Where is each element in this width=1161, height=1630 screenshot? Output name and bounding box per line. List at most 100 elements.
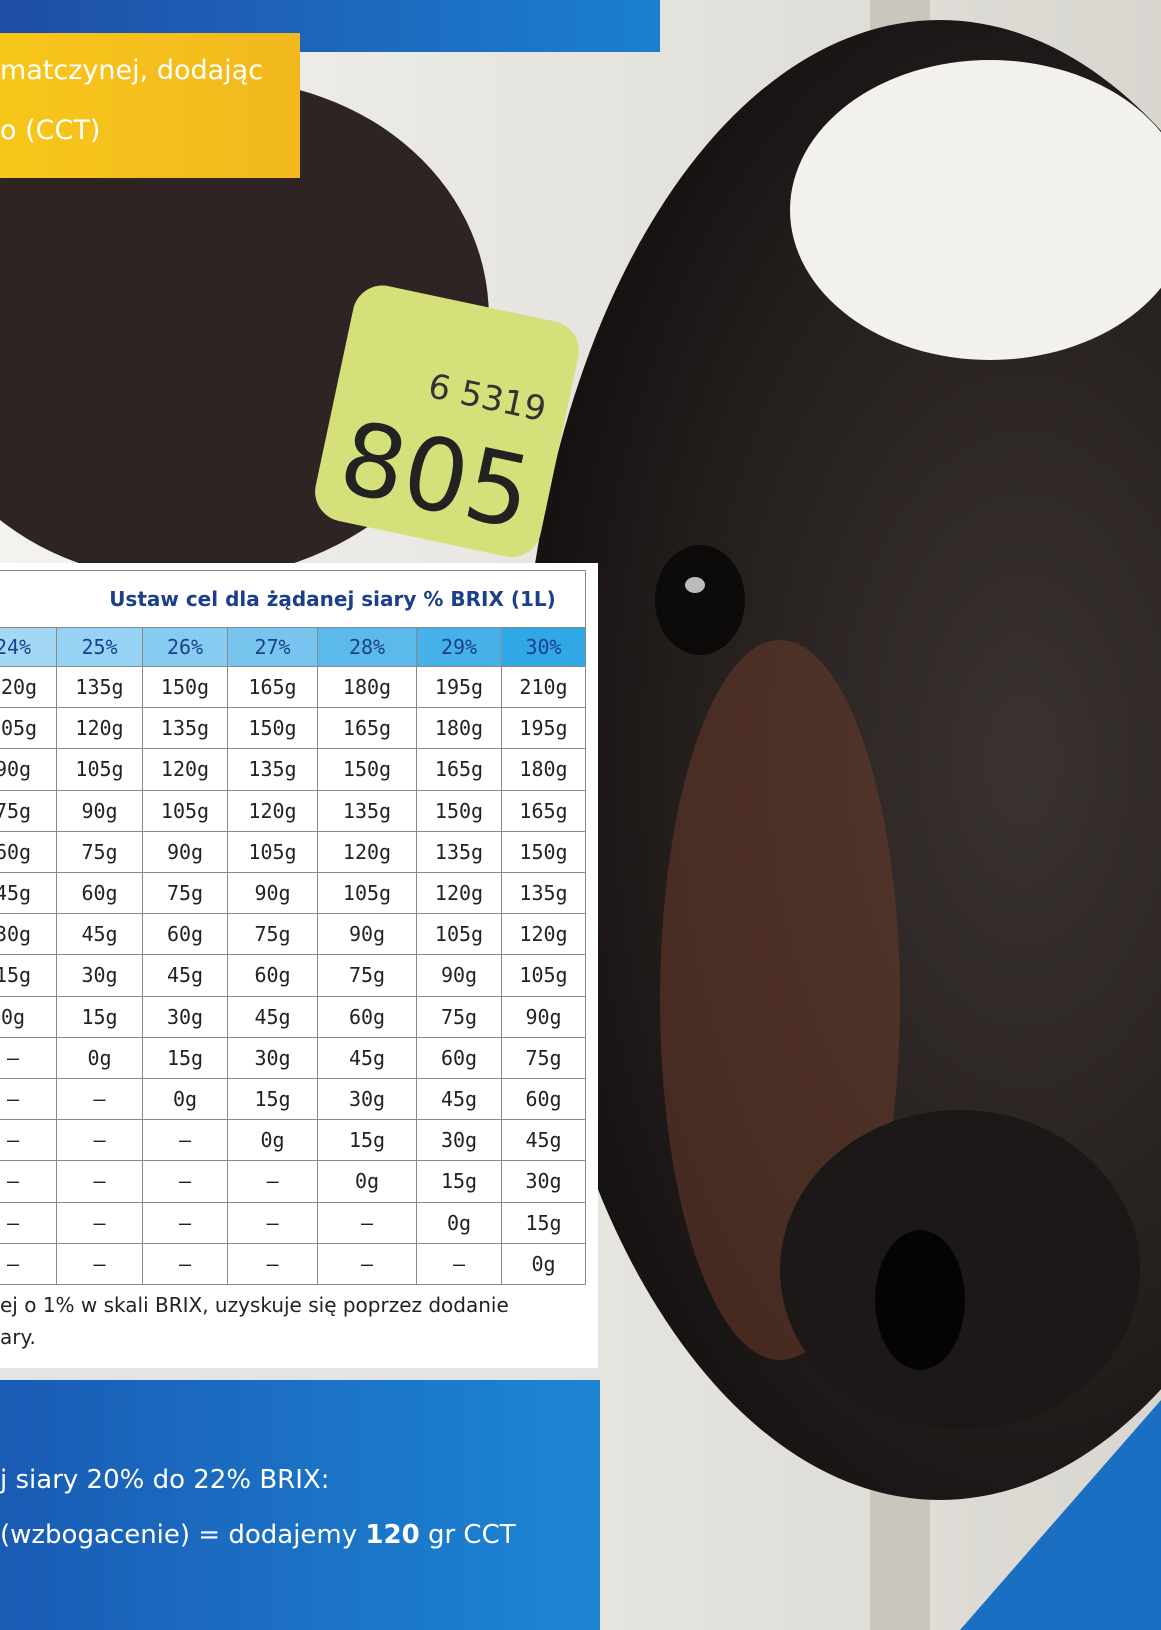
example-panel: j siary 20% do 22% BRIX: (wzbogacenie) =… bbox=[0, 1380, 600, 1630]
table-cell: 45g bbox=[318, 1038, 417, 1079]
table-cell: 120g bbox=[502, 914, 586, 955]
table-cell: – bbox=[228, 1203, 318, 1244]
table-cell: 75g bbox=[0, 791, 57, 832]
table-cell: 75g bbox=[57, 832, 143, 873]
table-cell: 105g bbox=[318, 873, 417, 914]
table-cell: 90g bbox=[143, 832, 228, 873]
table-cell: 0g bbox=[228, 1120, 318, 1161]
table-cell: 60g bbox=[228, 955, 318, 996]
column-header: 24% bbox=[0, 628, 57, 667]
table-cell: 30g bbox=[57, 955, 143, 996]
table-cell: 0g bbox=[57, 1038, 143, 1079]
table-cell: 135g bbox=[417, 832, 502, 873]
note-line: ary. bbox=[0, 1325, 36, 1349]
table-cell: 45g bbox=[417, 1079, 502, 1120]
table-cell: 90g bbox=[417, 955, 502, 996]
table-cell: – bbox=[0, 1079, 57, 1120]
example-line: j siary 20% do 22% BRIX: bbox=[0, 1465, 329, 1495]
table-cell: – bbox=[57, 1079, 143, 1120]
table-cell: 15g bbox=[502, 1203, 586, 1244]
column-header: 29% bbox=[417, 628, 502, 667]
example-line: (wzbogacenie) = dodajemy 120 gr CCT bbox=[0, 1520, 516, 1550]
table-cell: 135g bbox=[57, 667, 143, 708]
table-cell: 150g bbox=[318, 749, 417, 790]
table-cell: 75g bbox=[228, 914, 318, 955]
table-title: Ustaw cel dla żądanej siary % BRIX (1L) bbox=[0, 570, 586, 628]
table-cell: 60g bbox=[0, 832, 57, 873]
table-cell: 0g bbox=[0, 997, 57, 1038]
example-text: gr CCT bbox=[428, 1520, 516, 1550]
table-cell: 90g bbox=[228, 873, 318, 914]
table-cell: – bbox=[57, 1120, 143, 1161]
table-cell: – bbox=[143, 1203, 228, 1244]
table-cell: 60g bbox=[57, 873, 143, 914]
table-cell: 195g bbox=[502, 708, 586, 749]
table-cell: 45g bbox=[143, 955, 228, 996]
column-header: 25% bbox=[57, 628, 143, 667]
table-cell: – bbox=[0, 1038, 57, 1079]
table-cell: 105g bbox=[228, 832, 318, 873]
table-cell: 15g bbox=[143, 1038, 228, 1079]
column-header: 27% bbox=[228, 628, 318, 667]
table-cell: – bbox=[318, 1244, 417, 1285]
table-cell: – bbox=[0, 1244, 57, 1285]
table-cell: 120g bbox=[143, 749, 228, 790]
table-cell: 0g bbox=[318, 1161, 417, 1202]
table-cell: 15g bbox=[228, 1079, 318, 1120]
table-cell: 0g bbox=[143, 1079, 228, 1120]
table-cell: 90g bbox=[57, 791, 143, 832]
table-cell: 120g bbox=[0, 667, 57, 708]
table-cell: 150g bbox=[417, 791, 502, 832]
table-cell: 180g bbox=[417, 708, 502, 749]
table-cell: 180g bbox=[318, 667, 417, 708]
table-cell: – bbox=[143, 1244, 228, 1285]
banner-line: matczynej, dodając bbox=[0, 55, 263, 86]
table-cell: 90g bbox=[502, 997, 586, 1038]
table-cell: – bbox=[57, 1244, 143, 1285]
table-cell: 30g bbox=[228, 1038, 318, 1079]
table-cell: 75g bbox=[143, 873, 228, 914]
table-cell: 30g bbox=[318, 1079, 417, 1120]
table-cell: 60g bbox=[502, 1079, 586, 1120]
table-cell: 75g bbox=[502, 1038, 586, 1079]
table-cell: – bbox=[318, 1203, 417, 1244]
table-cell: 30g bbox=[143, 997, 228, 1038]
example-amount: 120 bbox=[365, 1520, 419, 1550]
table-cell: 105g bbox=[143, 791, 228, 832]
table-cell: 0g bbox=[417, 1203, 502, 1244]
table-cell: 15g bbox=[57, 997, 143, 1038]
table-cell: 90g bbox=[0, 749, 57, 790]
brix-table: Ustaw cel dla żądanej siary % BRIX (1L)2… bbox=[0, 570, 586, 1286]
divider bbox=[0, 1368, 600, 1380]
table-cell: 30g bbox=[502, 1161, 586, 1202]
table-cell: 165g bbox=[502, 791, 586, 832]
table-cell: – bbox=[228, 1244, 318, 1285]
table-cell: 15g bbox=[318, 1120, 417, 1161]
table-cell: 105g bbox=[57, 749, 143, 790]
table-cell: 90g bbox=[318, 914, 417, 955]
table-cell: – bbox=[0, 1203, 57, 1244]
column-header: 30% bbox=[502, 628, 586, 667]
table-cell: 120g bbox=[417, 873, 502, 914]
table-cell: – bbox=[228, 1161, 318, 1202]
table-cell: 45g bbox=[228, 997, 318, 1038]
table-cell: 0g bbox=[502, 1244, 586, 1285]
example-text: (wzbogacenie) = dodajemy bbox=[0, 1520, 357, 1550]
table-cell: 165g bbox=[228, 667, 318, 708]
table-cell: 180g bbox=[502, 749, 586, 790]
table-cell: 150g bbox=[228, 708, 318, 749]
table-cell: – bbox=[57, 1203, 143, 1244]
table-cell: – bbox=[417, 1244, 502, 1285]
table-cell: 135g bbox=[318, 791, 417, 832]
banner-line: o (CCT) bbox=[0, 115, 100, 146]
table-cell: – bbox=[0, 1120, 57, 1161]
table-cell: 45g bbox=[57, 914, 143, 955]
note-line: ej o 1% w skali BRIX, uzyskuje się poprz… bbox=[0, 1293, 509, 1317]
table-cell: – bbox=[143, 1120, 228, 1161]
table-cell: 165g bbox=[417, 749, 502, 790]
table-cell: 30g bbox=[0, 914, 57, 955]
table-cell: – bbox=[0, 1161, 57, 1202]
table-cell: 105g bbox=[0, 708, 57, 749]
table-cell: 60g bbox=[143, 914, 228, 955]
table-cell: 60g bbox=[318, 997, 417, 1038]
